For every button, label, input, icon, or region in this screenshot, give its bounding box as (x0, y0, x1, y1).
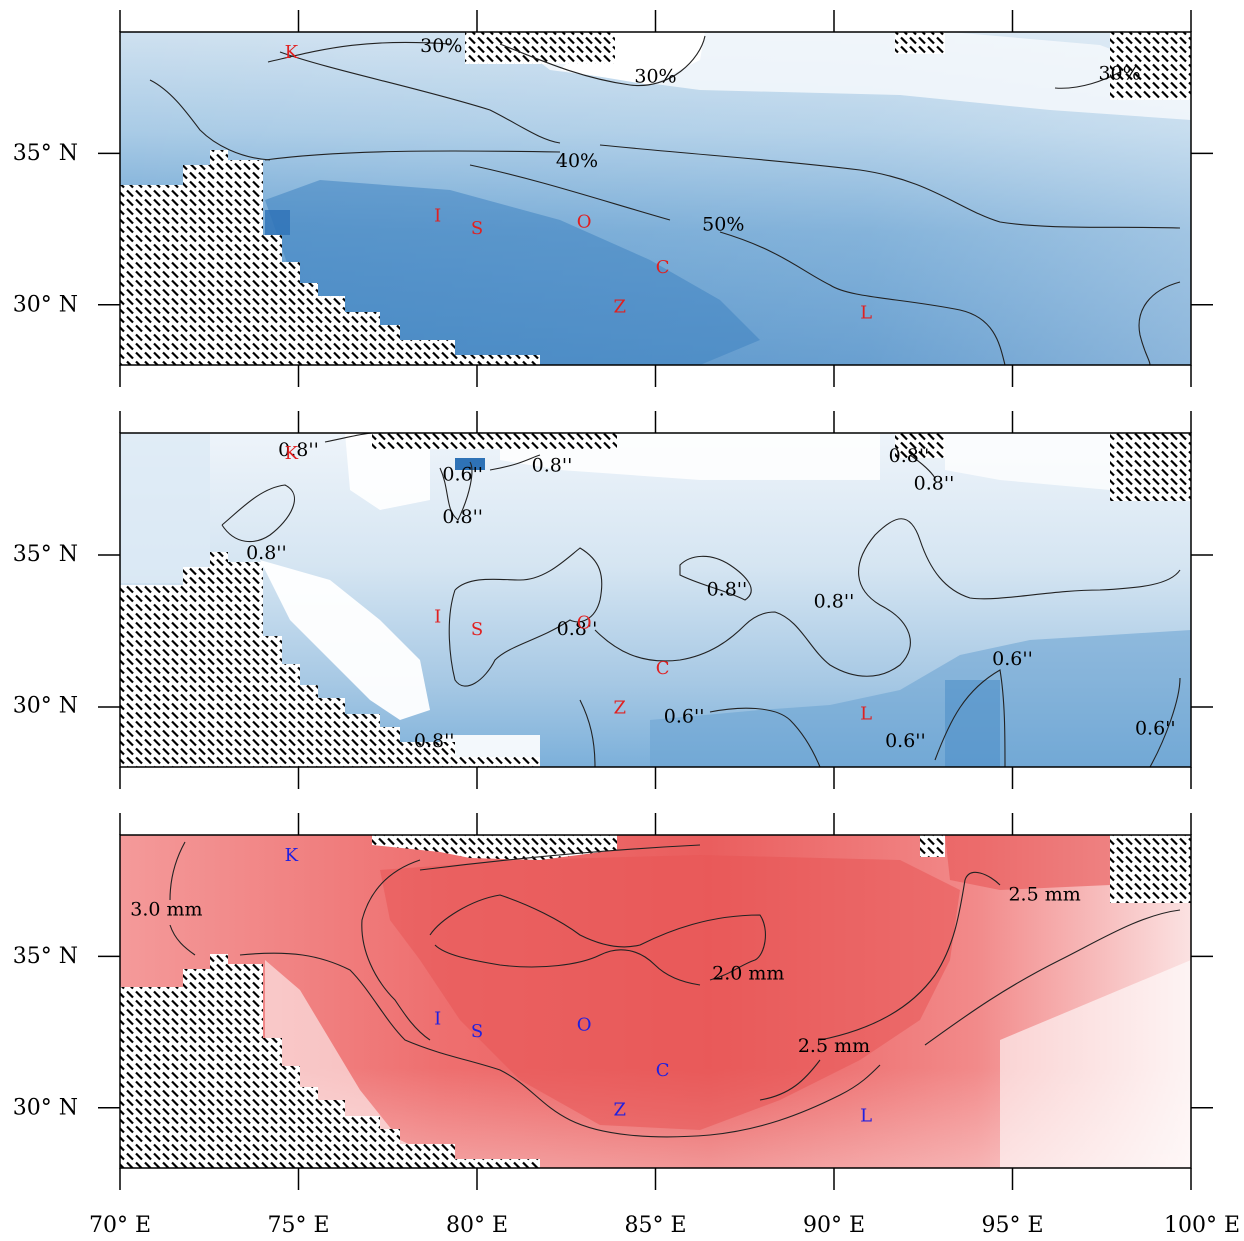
y-axis-labels: 30° N 35° N 30° N 35° N 30° N 35° N (13, 141, 78, 1120)
x-tick-label: 70° E (89, 1213, 151, 1238)
site-label: L (860, 303, 872, 324)
site-label: K (285, 443, 299, 464)
site-label: L (860, 1106, 872, 1127)
contours (149, 35, 1181, 365)
contour-label: 2.0 mm (712, 962, 784, 984)
site-label: S (471, 218, 483, 239)
y-tick-label: 35° N (13, 542, 78, 567)
contour-label: 0.8'' (814, 591, 855, 613)
tick-marks (98, 411, 1213, 789)
y-tick-label: 30° N (13, 1096, 78, 1121)
site-label: S (471, 619, 483, 640)
y-tick-label: 30° N (13, 293, 78, 318)
masked-area-north (372, 835, 617, 860)
contours (221, 433, 1181, 767)
high-value-region (380, 855, 960, 1130)
site-label: C (656, 257, 670, 278)
tick-marks (98, 10, 1213, 387)
site-label: I (434, 1009, 441, 1030)
contour-label: 30% (420, 35, 462, 57)
x-tick-label: 95° E (981, 1213, 1043, 1238)
contour-label: 50% (702, 214, 744, 236)
site-label: Z (614, 698, 627, 719)
x-tick-label: 90° E (803, 1213, 865, 1238)
high-value-region (265, 180, 760, 365)
masked-area-north (465, 32, 615, 64)
tick-marks (98, 813, 1213, 1190)
contour-label: 0.8'' (278, 439, 319, 461)
contour-label: 3.0 mm (130, 899, 202, 921)
panel-precipitable-water: 3.0 mm 2.5 mm 2.0 mm 2.5 mm K I S O C Z L (98, 813, 1213, 1190)
contour-label: 0.8'' (442, 506, 483, 528)
x-tick-label: 75° E (267, 1213, 329, 1238)
site-label: Z (614, 297, 627, 318)
site-label: C (656, 1060, 670, 1081)
y-tick-label: 35° N (13, 944, 78, 969)
site-label: K (285, 42, 299, 63)
site-label: K (285, 845, 299, 866)
site-label: O (577, 1015, 592, 1036)
site-label: I (434, 206, 441, 227)
site-label: Z (614, 1100, 627, 1121)
site-label: O (577, 212, 592, 233)
contour-label: 0.8'' (914, 473, 955, 495)
panel-seeing: 0.8'' 0.6'' 0.8'' 0.8'' 0.8'' 0.8'' 0.8'' 0.8''… (98, 411, 1213, 789)
contour-label: 0.8'' (532, 454, 573, 476)
site-label: I (434, 607, 441, 628)
contour-label: 0.8'' (889, 445, 930, 467)
contour-label: 0.8'' (414, 730, 455, 752)
contour-label: 0.6'' (1135, 718, 1176, 740)
site-label: L (860, 704, 872, 725)
low-value-region (1000, 960, 1191, 1168)
site-label: C (656, 658, 670, 679)
contour-label: 0.8'' (246, 542, 287, 564)
y-tick-label: 30° N (13, 694, 78, 719)
site-label: O (577, 613, 592, 634)
y-tick-label: 35° N (13, 141, 78, 166)
contour-label: 0.8'' (707, 578, 748, 600)
masked-area-west (120, 954, 540, 1168)
contour-label: 30% (634, 65, 676, 87)
panel-clear-fraction: 30% 30% 30% 40% 50% K I S O C Z L (98, 10, 1213, 387)
contour-label: 0.8'' (557, 618, 598, 640)
contour-label: 30% (1098, 62, 1140, 84)
contour-label: 0.6'' (885, 730, 926, 752)
low-value-region (345, 433, 430, 510)
high-value-region (650, 630, 1191, 767)
x-tick-label: 80° E (446, 1213, 508, 1238)
contours (169, 841, 1181, 1138)
contour-label: 0.6'' (992, 648, 1033, 670)
masked-area-west (120, 150, 540, 365)
contour-label: 2.5 mm (798, 1035, 870, 1057)
contour-label: 0.6'' (442, 463, 483, 485)
x-tick-label: 100° E (1164, 1213, 1240, 1238)
masked-area-west (120, 552, 540, 767)
masked-area-north (372, 433, 617, 449)
contour-label: 2.5 mm (1008, 884, 1080, 906)
contour-label: 40% (556, 150, 598, 172)
site-label: S (471, 1021, 483, 1042)
x-axis-labels: 70° E 75° E 80° E 85° E 90° E 95° E 100° E (89, 1213, 1240, 1238)
contour-label: 0.6'' (664, 706, 705, 728)
x-tick-label: 85° E (624, 1213, 686, 1238)
